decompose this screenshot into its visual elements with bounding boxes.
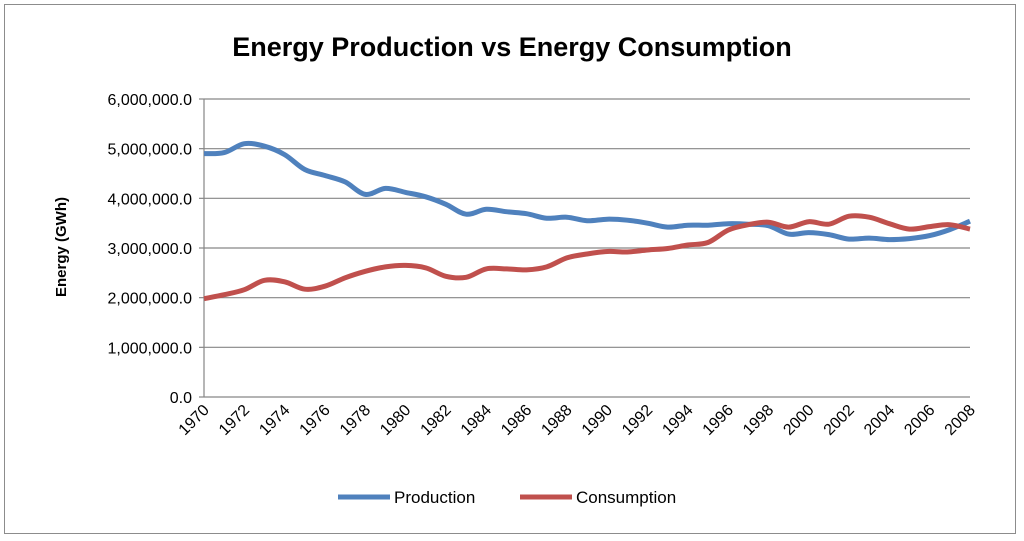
x-tick-label: 2002 bbox=[821, 402, 858, 439]
series-line-consumption bbox=[203, 213, 971, 302]
legend-label-consumption: Consumption bbox=[576, 488, 676, 507]
x-tick-label: 1986 bbox=[498, 402, 535, 439]
series-lines bbox=[203, 140, 971, 302]
x-tick-label: 2004 bbox=[861, 402, 898, 439]
y-tick-label: 2,000,000.0 bbox=[107, 291, 192, 308]
x-tick-label: 1994 bbox=[659, 402, 696, 439]
grid bbox=[199, 98, 970, 398]
x-tick-label: 1970 bbox=[176, 402, 213, 439]
x-tick-label: 1984 bbox=[458, 402, 495, 439]
legend-label-production: Production bbox=[394, 488, 475, 507]
x-tick-label: 1980 bbox=[377, 402, 414, 439]
y-ticks: 0.0 1,000,000.0 2,000,000.0 3,000,000.0 4,00… bbox=[107, 92, 192, 407]
x-tick-label: 1982 bbox=[418, 402, 455, 439]
y-axis-label: Energy (GWh) bbox=[53, 197, 70, 297]
x-tick-label: 1988 bbox=[538, 402, 575, 439]
y-tick-label: 6,000,000.0 bbox=[107, 92, 192, 109]
x-tick-label: 1976 bbox=[297, 402, 334, 439]
x-tick-label: 1990 bbox=[579, 402, 616, 439]
x-tick-label: 1972 bbox=[216, 402, 253, 439]
y-tick-label: 5,000,000.0 bbox=[107, 142, 192, 159]
y-tick-label: 0.0 bbox=[170, 390, 192, 407]
x-tick-label: 2008 bbox=[942, 402, 979, 439]
series-line-production bbox=[203, 140, 971, 243]
x-tick-label: 1974 bbox=[256, 402, 293, 439]
x-tick-label: 1996 bbox=[700, 402, 737, 439]
x-tick-label: 1992 bbox=[619, 402, 656, 439]
legend: Production Consumption bbox=[338, 488, 676, 507]
x-tick-label: 2000 bbox=[780, 402, 817, 439]
y-tick-label: 3,000,000.0 bbox=[107, 241, 192, 258]
x-tick-label: 2006 bbox=[901, 402, 938, 439]
y-tick-label: 4,000,000.0 bbox=[107, 191, 192, 208]
x-tick-label: 1978 bbox=[337, 402, 374, 439]
x-tick-label: 1998 bbox=[740, 402, 777, 439]
x-ticks: 1970 1972 1974 1976 1978 1980 1982 1984 1986 1988… bbox=[176, 402, 979, 439]
y-tick-label: 1,000,000.0 bbox=[107, 340, 192, 357]
chart-title: Energy Production vs Energy Consumption bbox=[232, 32, 792, 62]
